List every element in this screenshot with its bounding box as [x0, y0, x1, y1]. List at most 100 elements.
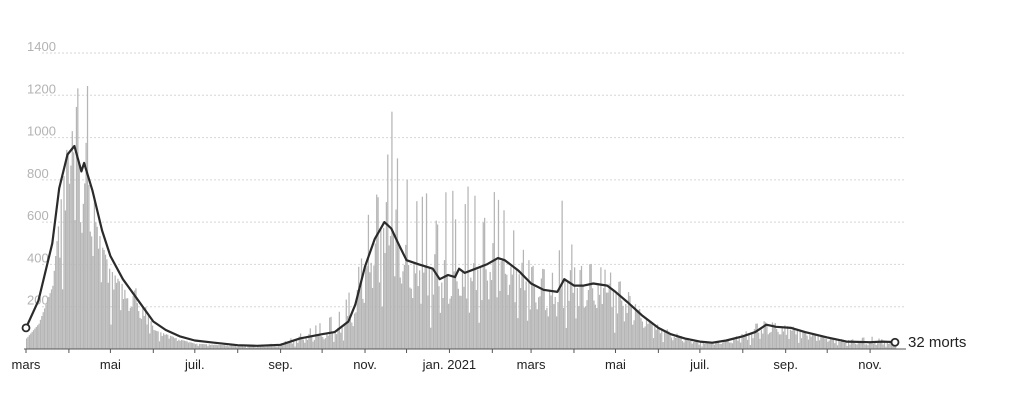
daily-bar	[849, 344, 851, 349]
daily-bar	[396, 158, 399, 349]
daily-bar	[605, 292, 608, 349]
daily-bar	[66, 149, 68, 349]
daily-bar	[208, 344, 210, 349]
daily-bar	[264, 346, 266, 349]
daily-bar	[632, 324, 634, 349]
daily-bar	[406, 179, 408, 349]
daily-bar	[877, 343, 879, 349]
daily-bar	[297, 342, 299, 349]
daily-bar	[168, 338, 170, 349]
daily-bar	[544, 310, 547, 349]
rolling-average-line	[24, 144, 897, 347]
daily-bar	[753, 329, 756, 349]
daily-bar	[405, 244, 407, 349]
daily-bar	[727, 340, 729, 349]
daily-bar	[654, 326, 656, 349]
daily-bar	[843, 342, 846, 349]
daily-bar	[697, 340, 699, 349]
daily-bar	[567, 282, 569, 349]
daily-bar	[236, 346, 238, 349]
daily-bar	[537, 297, 540, 349]
daily-bar	[846, 346, 848, 349]
daily-bar	[283, 344, 285, 349]
daily-bar	[299, 333, 302, 349]
daily-bar	[353, 313, 356, 349]
daily-bar	[626, 312, 628, 349]
daily-bar	[571, 244, 573, 349]
daily-bar	[114, 275, 116, 349]
daily-bar	[359, 289, 361, 349]
daily-bar	[282, 345, 284, 349]
daily-bar	[813, 334, 815, 349]
daily-bar	[146, 324, 148, 349]
daily-bar	[31, 331, 33, 349]
daily-bar	[889, 340, 891, 349]
daily-bar	[261, 344, 263, 349]
daily-bar	[874, 342, 876, 349]
daily-bar	[522, 249, 525, 349]
daily-bar	[788, 339, 790, 349]
daily-bar	[816, 340, 818, 349]
daily-bar	[223, 345, 226, 349]
daily-bar	[352, 326, 354, 349]
daily-bar	[92, 255, 94, 349]
daily-bar	[835, 339, 837, 349]
daily-bar	[666, 329, 668, 349]
daily-bar	[878, 338, 880, 349]
daily-bar	[791, 330, 793, 349]
daily-bar	[140, 318, 143, 349]
y-gridlines	[42, 52, 906, 308]
daily-bar	[409, 287, 411, 349]
daily-bar	[709, 342, 711, 349]
daily-bar	[769, 332, 771, 349]
daily-bar	[704, 343, 706, 349]
daily-bar	[434, 254, 436, 349]
daily-bar	[513, 230, 515, 349]
daily-bar	[268, 345, 270, 349]
daily-bar	[536, 309, 538, 349]
daily-bar	[746, 339, 749, 349]
daily-bar	[68, 183, 71, 349]
daily-bar	[587, 290, 590, 349]
daily-bar	[670, 337, 673, 349]
daily-bar	[362, 298, 364, 349]
daily-bar	[710, 342, 713, 349]
daily-bar	[692, 342, 695, 349]
daily-bar	[312, 341, 314, 349]
daily-bar	[109, 268, 111, 349]
daily-bar	[79, 222, 82, 349]
daily-bar	[767, 334, 769, 349]
daily-bar	[378, 282, 381, 349]
daily-bar	[647, 323, 649, 349]
daily-bar	[580, 265, 583, 349]
daily-bar	[629, 295, 631, 349]
daily-bar	[272, 345, 274, 349]
daily-bar	[731, 343, 733, 349]
daily-bar	[864, 344, 866, 349]
daily-bar	[558, 250, 560, 349]
daily-bar	[287, 343, 289, 349]
daily-bar	[836, 345, 839, 349]
daily-bar	[45, 304, 47, 349]
daily-bar	[115, 282, 118, 349]
daily-bar	[460, 295, 462, 349]
daily-bar	[265, 346, 267, 349]
daily-bar	[832, 338, 834, 349]
daily-bar	[365, 267, 367, 349]
daily-bar	[497, 199, 500, 349]
daily-bar	[127, 298, 129, 349]
daily-bar	[304, 342, 306, 349]
daily-bars	[26, 86, 897, 350]
daily-bar	[225, 345, 227, 349]
daily-bar	[723, 341, 725, 349]
x-tick-label: nov.	[353, 357, 377, 372]
daily-bar	[232, 345, 234, 349]
daily-bar	[229, 345, 231, 349]
daily-bar	[39, 319, 42, 349]
daily-bar	[200, 343, 202, 349]
daily-bar	[295, 339, 298, 349]
daily-bar	[338, 311, 340, 349]
daily-bar	[766, 324, 768, 349]
daily-bar	[845, 341, 847, 349]
daily-bar	[204, 344, 206, 349]
